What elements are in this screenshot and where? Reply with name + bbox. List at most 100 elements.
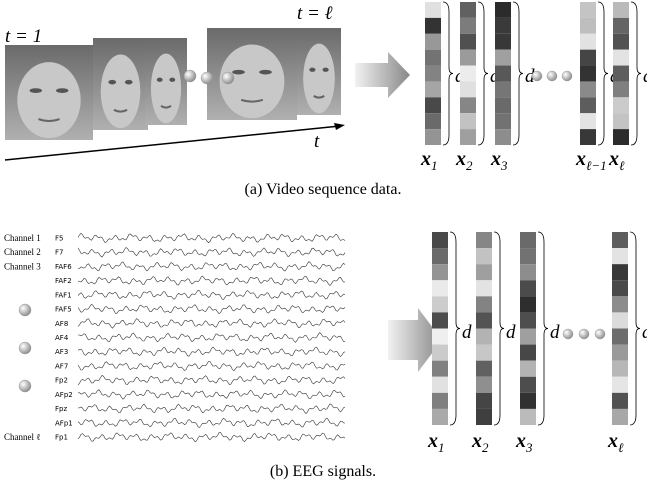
- eeg-trace: [78, 361, 345, 370]
- ellipsis-dot: [19, 380, 31, 392]
- time-start-label: t = 1: [5, 26, 42, 47]
- dimension-label: d: [550, 322, 560, 343]
- vector-cell: [580, 18, 596, 34]
- brace: [630, 232, 640, 425]
- figure: t = 1 t = ℓ t (a) Video sequence data. C…: [0, 0, 647, 490]
- electrode-label: F7: [55, 249, 63, 257]
- ellipsis-dot: [562, 71, 572, 81]
- eye: [323, 68, 329, 72]
- ellipsis-dot: [595, 329, 605, 339]
- vector-label: x2: [455, 148, 473, 173]
- brace: [450, 232, 460, 425]
- vector-cell: [425, 129, 441, 145]
- vector-cell: [425, 2, 441, 18]
- ellipsis-dot: [579, 329, 589, 339]
- vector-subscript: 1: [438, 440, 445, 455]
- vector-cell: [460, 50, 476, 66]
- vector-cell: [612, 264, 628, 280]
- electrode-label: AFp1: [55, 419, 73, 427]
- vector-subscript: ℓ: [618, 440, 624, 455]
- vector-cell: [580, 34, 596, 50]
- vector-label: x1: [420, 148, 438, 173]
- vector-cell: [612, 393, 628, 409]
- vector-cell: [432, 264, 448, 280]
- dimension-label: d: [462, 322, 472, 343]
- eeg-trace: [78, 319, 345, 329]
- vector-cell: [612, 232, 628, 248]
- brace: [598, 2, 608, 145]
- vector-cell: [460, 18, 476, 34]
- vector-cell: [460, 81, 476, 97]
- vector-cell: [613, 66, 629, 82]
- vector-cell: [432, 296, 448, 312]
- electrode-label: FAF5: [55, 306, 72, 314]
- electrode-label: AF8: [55, 320, 68, 328]
- ellipsis-dot: [19, 304, 31, 316]
- vector-symbol: x: [427, 430, 438, 452]
- eye: [309, 68, 315, 72]
- eye: [56, 88, 68, 93]
- eye: [157, 78, 163, 82]
- vector-symbol: x: [471, 430, 482, 452]
- eeg-trace: [78, 248, 345, 258]
- vector-cell: [612, 345, 628, 361]
- vector-subscript: 1: [431, 158, 438, 173]
- vector-cell: [613, 129, 629, 145]
- vector-cell: [495, 2, 511, 18]
- vector-subscript: 2: [482, 440, 489, 455]
- vector-cell: [520, 248, 536, 264]
- vector-subscript: ℓ−1: [586, 158, 607, 173]
- vector-cell: [425, 113, 441, 129]
- vector-cell: [580, 113, 596, 129]
- vector-cell: [476, 393, 492, 409]
- ellipsis-dot: [19, 342, 31, 354]
- eeg-trace: [78, 347, 345, 356]
- vector-symbol: x: [575, 148, 586, 170]
- eeg-trace: [78, 333, 345, 343]
- ellipsis-dot: [222, 72, 234, 84]
- vector-cell: [432, 361, 448, 377]
- vector-cell: [520, 296, 536, 312]
- vector-cell: [476, 280, 492, 296]
- eeg-trace: [78, 375, 345, 385]
- vector-symbol: x: [420, 148, 431, 170]
- electrode-label: FAF6: [55, 263, 72, 271]
- vector-subscript: ℓ: [619, 158, 625, 173]
- vector-cell: [432, 248, 448, 264]
- vector-cell: [612, 377, 628, 393]
- eye: [108, 80, 116, 85]
- eeg-trace: [78, 262, 345, 272]
- electrode-label: AFp2: [55, 391, 73, 399]
- vector-cell: [580, 129, 596, 145]
- vector-cell: [476, 409, 492, 425]
- vector-cell: [613, 50, 629, 66]
- vector-cell: [520, 329, 536, 345]
- vector-subscript: 2: [466, 158, 473, 173]
- eeg-trace: [78, 418, 345, 427]
- vector-cell: [476, 345, 492, 361]
- vector-cell: [612, 248, 628, 264]
- vector-cell: [460, 2, 476, 18]
- vector-label: xℓ: [607, 430, 624, 455]
- vector-cell: [425, 97, 441, 113]
- vector-cell: [425, 50, 441, 66]
- vector-cell: [460, 113, 476, 129]
- dimension-label: d: [506, 322, 516, 343]
- vector-cell: [432, 280, 448, 296]
- ellipsis-dot: [201, 72, 213, 84]
- ellipsis-dot: [547, 71, 557, 81]
- vector-cell: [460, 34, 476, 50]
- vector-cell: [612, 280, 628, 296]
- vector-cell: [520, 232, 536, 248]
- channel-label: Channel ℓ: [4, 432, 41, 442]
- channel-label: Channel 1: [4, 233, 41, 243]
- vector-cell: [613, 97, 629, 113]
- eye: [232, 70, 245, 75]
- electrode-label: Fp2: [55, 377, 68, 385]
- brace: [478, 2, 488, 145]
- vector-cell: [476, 329, 492, 345]
- electrode-label: F5: [55, 235, 63, 243]
- vector-cell: [520, 361, 536, 377]
- vector-cell: [495, 81, 511, 97]
- caption-a: (a) Video sequence data.: [245, 181, 402, 198]
